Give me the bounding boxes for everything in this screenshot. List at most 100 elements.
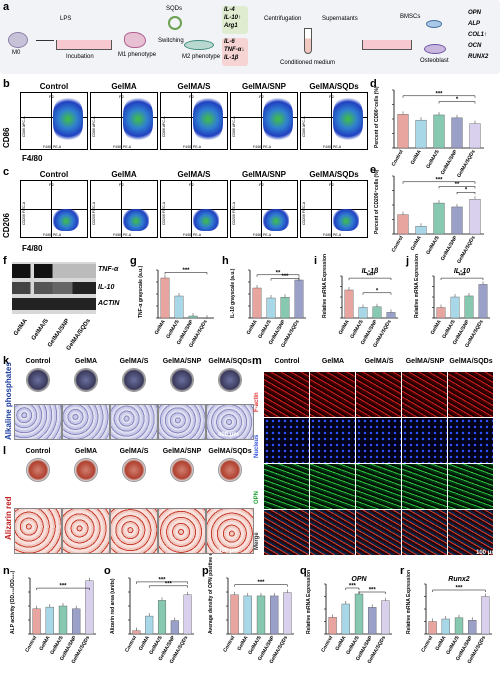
panel-label-a: a [3,1,10,13]
quadrant-vline [191,181,192,237]
fluor-image [310,372,355,417]
x-tick-label: GelMA/S [425,148,441,169]
fluor-image [310,464,355,509]
scale-k: 400 μm [218,432,239,438]
group-title-c-4: GelMA/SQDs [309,170,359,179]
significance-mark: *** [59,584,67,590]
quadrant-vline [261,93,262,149]
bar [252,287,262,319]
bar [478,284,488,319]
chart-title: Runx2 [448,576,470,583]
fluor-image [356,510,401,555]
x-channel-label: F4/80 PE-A [183,233,202,237]
cd206-axis-label: CD206 [2,213,11,238]
bmscs-label: BMSCs [400,14,421,20]
bar [415,119,427,149]
y-channel-label: CD86 APC-A [162,116,166,137]
ars-well-image [74,458,98,482]
bmsc-dish-icon [362,40,412,50]
fluor-image [448,464,493,509]
marker-opn: OPN [468,10,482,16]
marker-arg1: Arg1 [224,23,238,29]
facs-plot: P2 CD86 APC-A F4/80 PE-A [300,92,368,150]
panel-label-k: k [3,355,10,367]
y-axis-label-r: Relative mRNA Expression [406,569,412,634]
lps-label: LPS [60,16,72,22]
facs-plot: P2 CD86 APC-A F4/80 PE-A [20,92,88,150]
significance-mark: * [376,288,379,294]
bar [469,123,481,149]
marker-il4: IL-4 [224,7,235,13]
density-cloud [123,209,149,231]
schematic-panel: a M0 LPS Incubation M1 phenotype SQDs Sw… [0,0,500,74]
bmsc-cell-icon [426,20,442,28]
alp-micrograph [158,404,206,440]
density-cloud [263,97,293,141]
quadrant-hline [161,209,227,210]
x-tick-label: Control [124,634,138,653]
marker-ocn: OCN [468,43,482,49]
bar [381,600,390,635]
bar [188,315,198,319]
significance-bracket [358,591,386,594]
density-cloud [333,209,359,231]
quadrant-hline [231,209,297,210]
bar [202,317,212,319]
facs-plot: P2 CD206 FITC-A F4/80 PE-A [160,180,228,238]
fluor-group-title: GelMA/S [364,358,394,365]
x-channel-label: F4/80 PE-A [323,233,342,237]
alp-well-image [74,368,98,392]
significance-mark: * [456,97,459,103]
x-tick-label: GelMA/SQDs [456,235,477,265]
ars-micrograph [62,508,110,554]
fluor-image [356,372,401,417]
quadrant-vline [331,181,332,237]
group-title-b-0: Control [39,82,69,91]
supernatants-label: Supernatants [322,16,358,22]
bar [72,608,81,635]
ars-well-image [122,458,146,482]
bar [441,618,450,635]
significance-bracket [402,181,476,184]
alp-group-title: Control [25,358,51,365]
x-tick-label: GelMA/S [425,234,441,255]
x-tick-label: GelMA [246,319,259,336]
chart-g: GelMA GelMA/S GelMA/SNP GelMA/SQDs *** [150,266,216,349]
bar [341,603,350,635]
y-channel-label: CD86 APC-A [92,116,96,137]
significance-mark: *** [158,577,166,583]
quadrant-vline [191,93,192,149]
osteoblast-label: Osteoblast [420,58,449,64]
spiral-icon [168,16,182,30]
marker-tnf: TNF-α↓ [224,47,245,53]
y-axis-label-o: Alizarin red area (units) [110,578,116,634]
bar [270,595,279,635]
marker-alp: ALP [468,21,480,27]
significance-bracket [256,274,300,277]
alp-micrograph [110,404,158,440]
chart-svg-d: Control GelMA GelMA/S GelMA/SNPGelMA/SQDs**… [391,89,484,179]
y-axis-label-p: Average density of OPN positive expressi… [208,515,214,634]
x-tick-label: GelMA [338,319,351,336]
conditioned-label: Conditioned medium [280,60,336,66]
bar [397,214,409,235]
significance-bracket [148,585,188,588]
f480-axis-label-b: F4/80 [22,154,43,163]
alizarin-row-label: Alizarin red [4,496,13,540]
quadrant-vline [261,181,262,237]
x-tick-label: GelMA [430,319,443,336]
significance-mark: *** [165,581,173,587]
y-channel-label: CD206 FITC-A [162,201,166,225]
ars-well-image [218,458,242,482]
fluor-image [310,510,355,555]
bar [294,279,304,319]
chart-q: OPN Control GelMA GelMA/S GelMA/SNP GelMA/SQD… [318,574,394,665]
ars-group-title: GelMA [74,448,98,455]
marker-il10: IL-10↑ [224,15,242,21]
bar [157,600,167,635]
ars-well-image [170,458,194,482]
